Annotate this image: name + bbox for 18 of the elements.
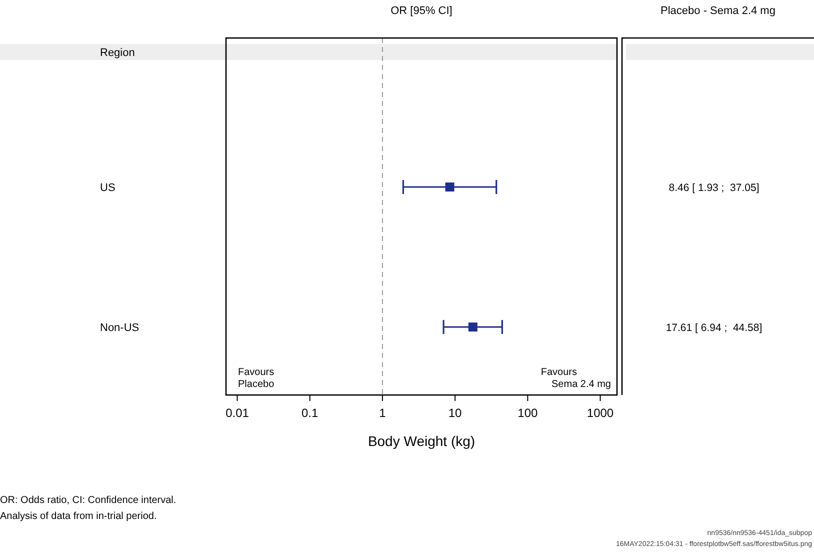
annotation: Favours Sema 2.4 mg — [540, 367, 611, 390]
text: Analysis of data from in-trial period. — [0, 511, 157, 522]
text: Placebo - Sema 2.4 mg — [660, 5, 776, 17]
x-tick-label: 0.1 — [302, 406, 319, 420]
text: Region — [100, 47, 135, 59]
chart-title: OR [95% CI] — [390, 5, 452, 17]
x-tick-label: 100 — [518, 406, 538, 420]
data-label: 17.61 [ 6.94 ; 44.58] — [666, 322, 762, 334]
x-tick-label: 0.01 — [226, 406, 250, 420]
y-tick-label: Non-US — [100, 322, 140, 334]
data-label: 8.46 [ 1.93 ; 37.05] — [668, 182, 760, 194]
text: OR: Odds ratio, CI: Confidence interval. — [0, 495, 176, 506]
x-axis-title: Body Weight (kg) — [368, 433, 476, 449]
y-tick-label: US — [100, 182, 116, 194]
annotation: Favours Placebo — [238, 367, 275, 390]
x-tick-label: 10 — [448, 406, 462, 420]
x-tick-label: 1000 — [586, 406, 614, 420]
x-tick-label: 1 — [379, 406, 386, 420]
